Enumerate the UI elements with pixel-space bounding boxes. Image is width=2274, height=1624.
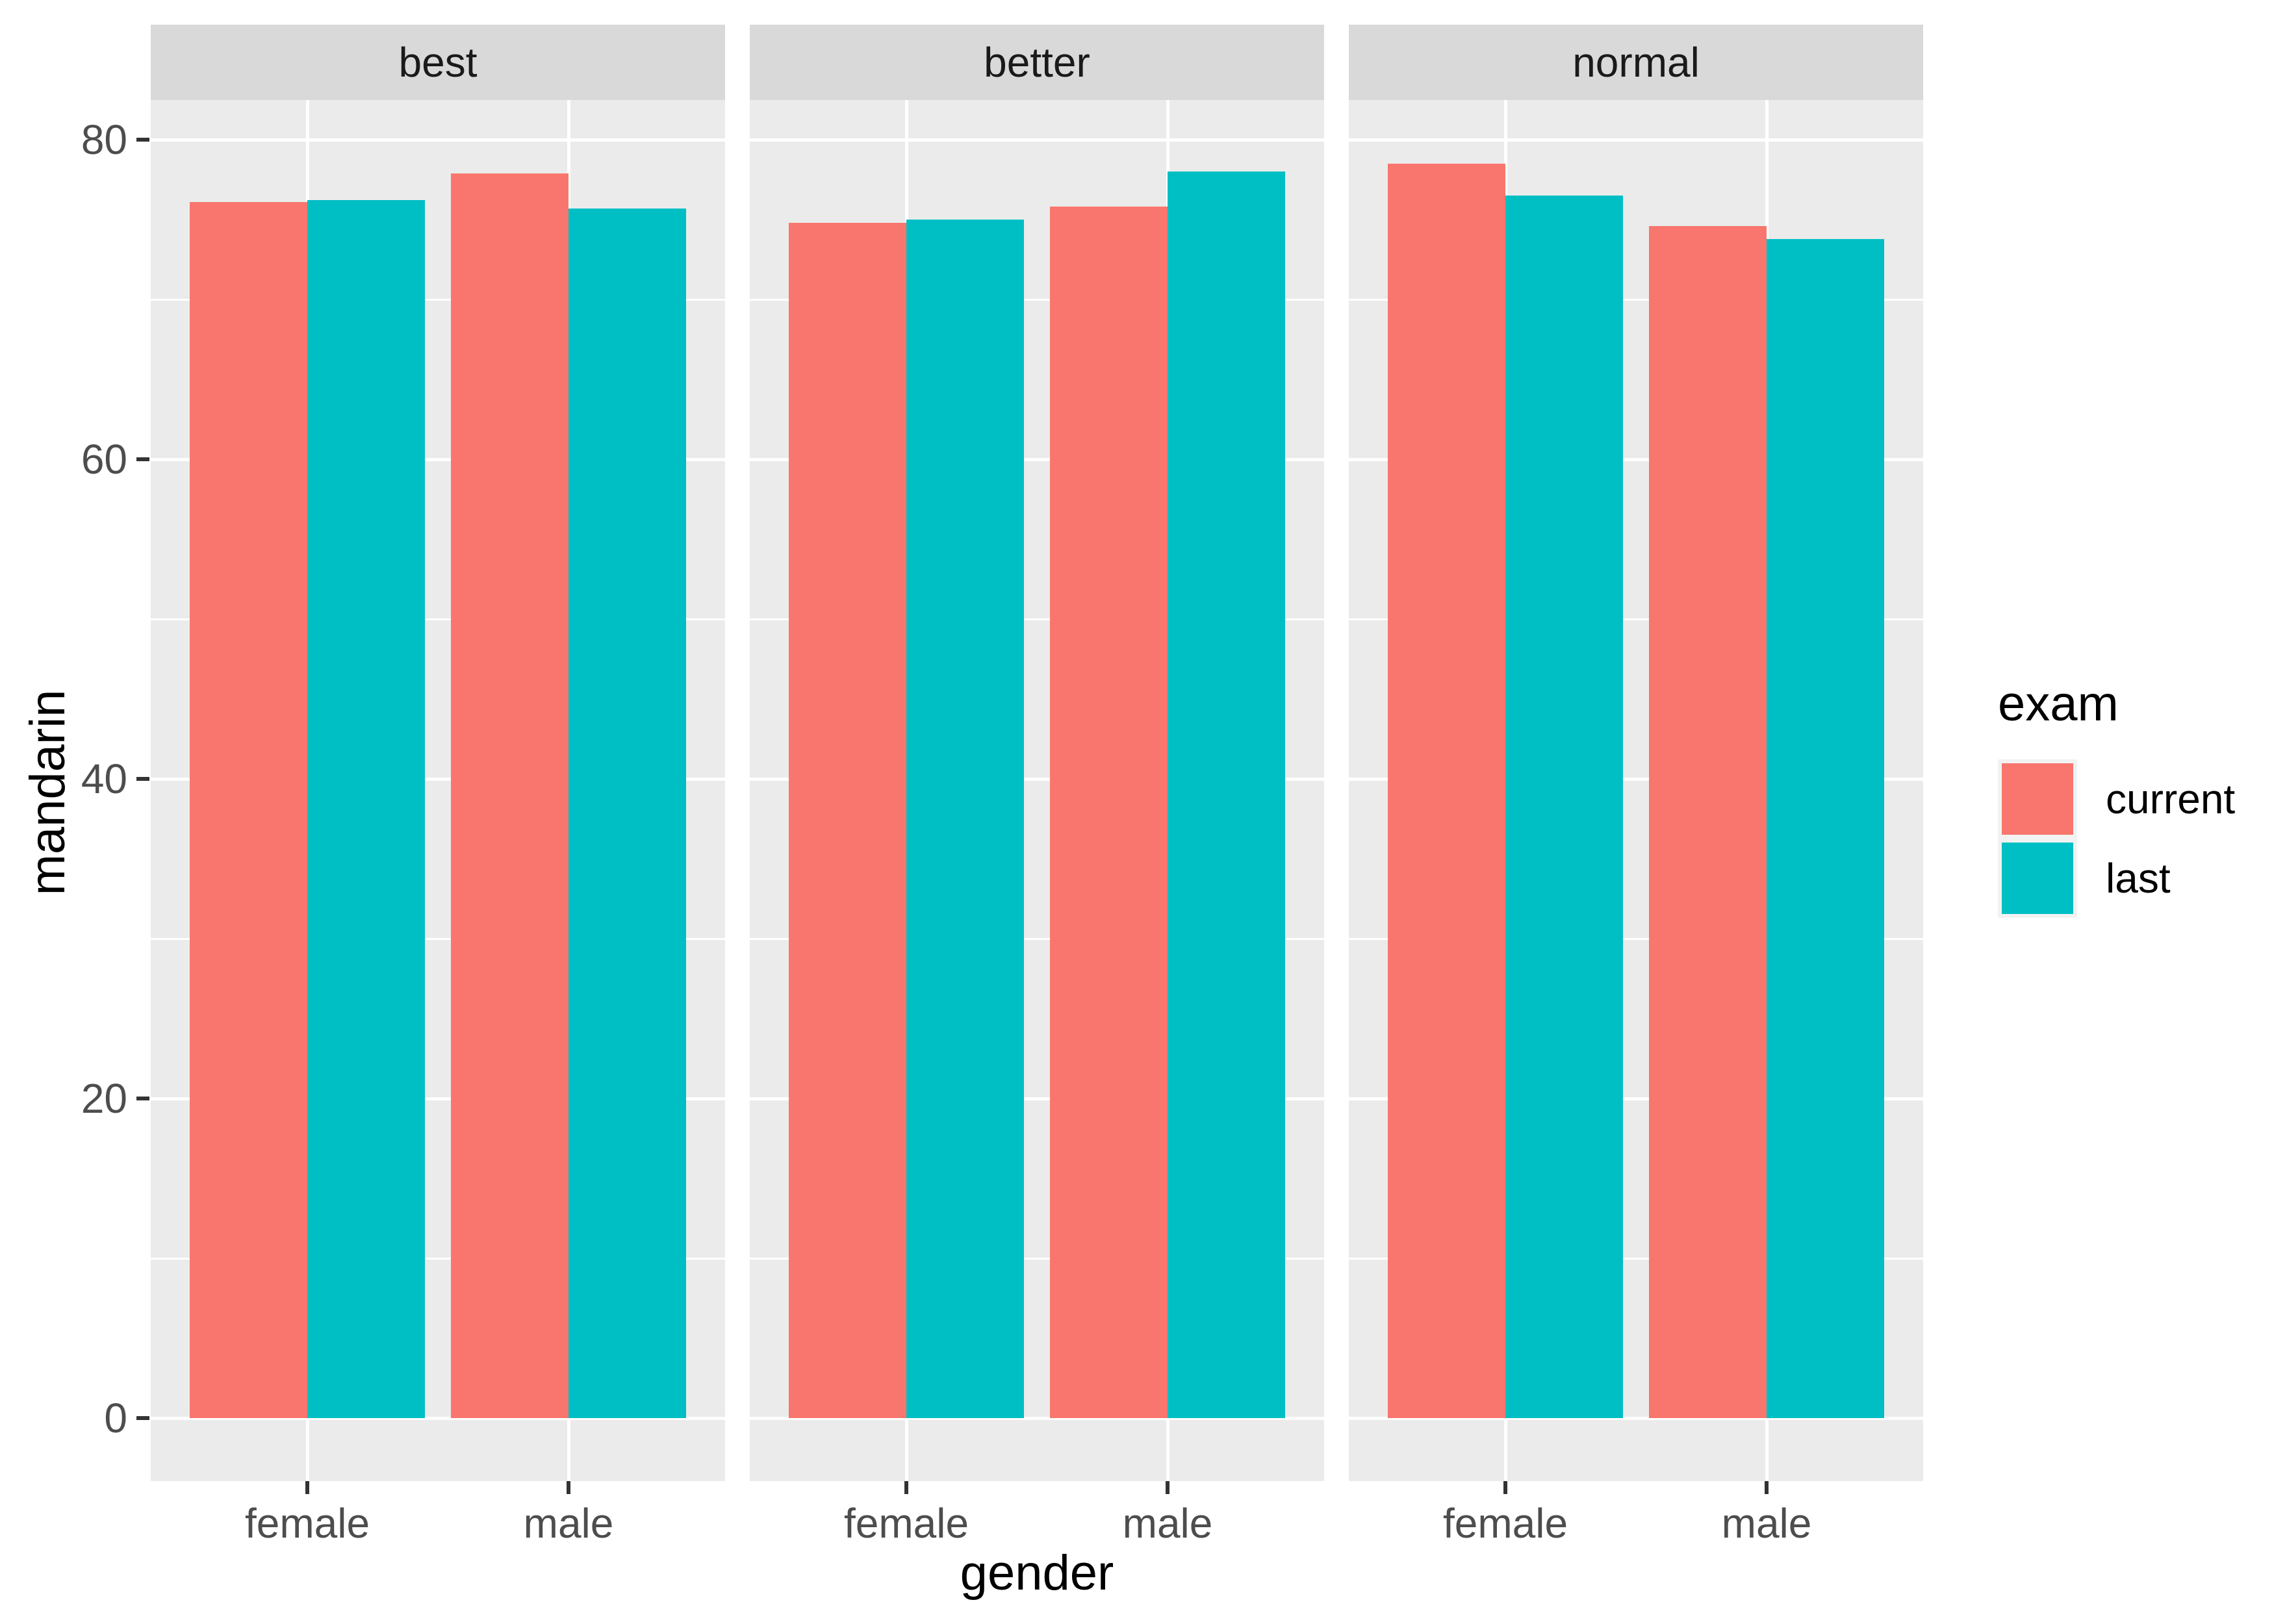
x-tick-label-female: female bbox=[1442, 1500, 1568, 1547]
y-tick-label-40: 40 bbox=[81, 755, 127, 802]
facet-strip-normal: normal bbox=[1349, 25, 1923, 100]
x-tick-label-female: female bbox=[843, 1500, 969, 1547]
minor-gridline-y70 bbox=[151, 298, 725, 301]
bar-better-female-last bbox=[906, 220, 1024, 1418]
bar-normal-female-last bbox=[1505, 196, 1623, 1418]
x-tick-female bbox=[305, 1481, 309, 1494]
major-gridline-y0 bbox=[1349, 1416, 1923, 1420]
legend-label: current bbox=[2106, 776, 2236, 822]
legend-keys: current last bbox=[1998, 759, 2235, 918]
x-tick-label-female: female bbox=[244, 1500, 370, 1547]
bar-normal-male-last bbox=[1767, 238, 1884, 1418]
plot-panel-normal bbox=[1349, 100, 1923, 1481]
bar-best-female-last bbox=[307, 200, 425, 1418]
bar-best-female-current bbox=[190, 201, 307, 1418]
bar-better-female-current bbox=[789, 222, 906, 1418]
plot-panel-best bbox=[151, 100, 725, 1481]
y-tick-0 bbox=[136, 1416, 149, 1420]
x-tick-male bbox=[1166, 1481, 1169, 1494]
bar-better-male-current bbox=[1050, 207, 1168, 1418]
minor-gridline-y70 bbox=[1349, 298, 1923, 301]
minor-gridline-y50 bbox=[750, 618, 1324, 620]
major-gridline-y0 bbox=[151, 1416, 725, 1420]
major-gridline-y80 bbox=[750, 138, 1324, 142]
last-swatch-icon bbox=[2002, 843, 2073, 914]
plot-panel-better bbox=[750, 100, 1324, 1481]
x-axis-title: gender bbox=[960, 1545, 1114, 1601]
minor-gridline-y70 bbox=[750, 298, 1324, 301]
legend-title: exam bbox=[1998, 676, 2119, 731]
facet-strip-label: better bbox=[984, 39, 1090, 86]
legend-key bbox=[1998, 839, 2077, 918]
major-gridline-y80 bbox=[1349, 138, 1923, 142]
facet-strip-better: better bbox=[750, 25, 1324, 100]
y-tick-label-20: 20 bbox=[81, 1075, 127, 1122]
bar-normal-male-current bbox=[1649, 225, 1767, 1418]
x-tick-male bbox=[1765, 1481, 1769, 1494]
facet-strip-label: normal bbox=[1572, 39, 1700, 86]
minor-gridline-y30 bbox=[151, 937, 725, 940]
x-tick-male bbox=[567, 1481, 570, 1494]
major-gridline-y40 bbox=[151, 777, 725, 781]
major-gridline-y40 bbox=[1349, 777, 1923, 781]
legend-label: last bbox=[2106, 855, 2171, 902]
major-gridline-y20 bbox=[151, 1097, 725, 1100]
bar-better-male-last bbox=[1168, 171, 1285, 1418]
y-tick-label-0: 0 bbox=[104, 1395, 127, 1441]
y-tick-60 bbox=[136, 457, 149, 461]
facet-strip-label: best bbox=[398, 39, 478, 86]
bar-best-male-last bbox=[568, 208, 686, 1418]
bar-best-male-current bbox=[451, 173, 568, 1418]
x-tick-label-male: male bbox=[523, 1500, 614, 1547]
major-gridline-y40 bbox=[750, 777, 1324, 781]
minor-gridline-y50 bbox=[151, 618, 725, 620]
major-gridline-y20 bbox=[750, 1097, 1324, 1100]
legend-key bbox=[1998, 759, 2077, 839]
x-tick-label-male: male bbox=[1122, 1500, 1213, 1547]
x-tick-female bbox=[1503, 1481, 1507, 1494]
major-gridline-y60 bbox=[151, 457, 725, 461]
major-gridline-y60 bbox=[750, 457, 1324, 461]
y-tick-40 bbox=[136, 777, 149, 781]
x-tick-label-male: male bbox=[1721, 1500, 1812, 1547]
y-tick-label-60: 60 bbox=[81, 436, 127, 483]
minor-gridline-y30 bbox=[1349, 937, 1923, 940]
y-tick-20 bbox=[136, 1097, 149, 1100]
major-gridline-y80 bbox=[151, 138, 725, 142]
minor-gridline-y30 bbox=[750, 937, 1324, 940]
facet-strip-best: best bbox=[151, 25, 725, 100]
y-tick-label-80: 80 bbox=[81, 116, 127, 163]
major-gridline-y0 bbox=[750, 1416, 1324, 1420]
bar-normal-female-current bbox=[1388, 163, 1505, 1418]
legend-item-current: current bbox=[1998, 759, 2235, 839]
minor-gridline-y50 bbox=[1349, 618, 1923, 620]
minor-gridline-y10 bbox=[151, 1257, 725, 1260]
legend: exam current last bbox=[1998, 676, 2235, 918]
major-gridline-y20 bbox=[1349, 1097, 1923, 1100]
minor-gridline-y10 bbox=[750, 1257, 1324, 1260]
y-tick-80 bbox=[136, 138, 149, 142]
legend-item-last: last bbox=[1998, 839, 2235, 918]
minor-gridline-y10 bbox=[1349, 1257, 1923, 1260]
current-swatch-icon bbox=[2002, 763, 2073, 835]
x-tick-female bbox=[904, 1481, 908, 1494]
major-gridline-y60 bbox=[1349, 457, 1923, 461]
